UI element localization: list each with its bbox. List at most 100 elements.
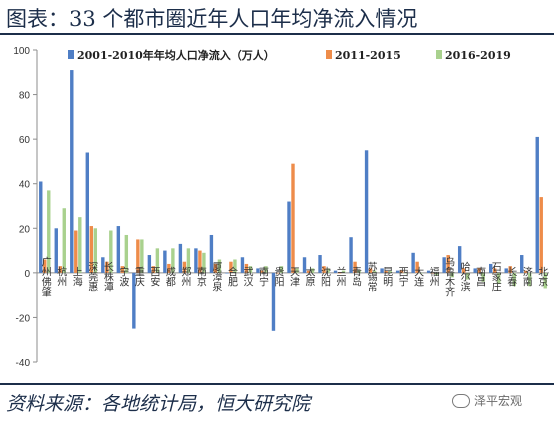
y-axis: -40 -20 0 20 40 60 80 100 xyxy=(13,46,549,369)
bar xyxy=(240,257,245,273)
y-tick-label: 0 xyxy=(24,269,30,280)
legend-swatch xyxy=(436,50,442,59)
svg-text:福州: 福州 xyxy=(427,266,439,287)
x-tick-label: 贵阳 xyxy=(272,266,284,287)
bar xyxy=(256,268,260,273)
bar xyxy=(442,257,446,273)
bar xyxy=(182,261,187,273)
legend-swatch xyxy=(326,50,332,59)
y-tick-label: 20 xyxy=(19,224,31,235)
bar xyxy=(229,261,233,273)
legend-label: 2001-2010年年均人口净流入（万人） xyxy=(77,48,275,62)
bar xyxy=(461,268,466,273)
x-tick-label: 合肥 xyxy=(225,266,237,288)
x-tick-label: 沈阳 xyxy=(319,266,331,287)
bar xyxy=(349,237,353,273)
x-tick-label: 西宁 xyxy=(396,267,408,287)
bar xyxy=(186,248,191,273)
x-tick-label: 昆明 xyxy=(381,267,393,288)
y-tick-label: 100 xyxy=(13,46,30,57)
bar xyxy=(302,257,307,273)
bar xyxy=(333,270,338,273)
bar xyxy=(62,208,66,273)
bar xyxy=(109,230,113,273)
footer-divider xyxy=(0,383,554,385)
bar xyxy=(411,252,415,273)
x-tick-label: 天津 xyxy=(288,267,300,288)
x-axis-labels: 广州佛肇 杭州 上海 深莞惠 长株潭 宁波 重庆 西安 成都 郑州 南京 厦漳泉 合肥 武汉 南宁 贵阳 天津太… xyxy=(39,256,547,298)
bar xyxy=(275,272,280,274)
legend-swatch xyxy=(68,50,74,59)
svg-text:合肥: 合肥 xyxy=(225,266,237,288)
bar xyxy=(430,272,435,274)
bar xyxy=(155,248,160,273)
x-tick-label: 南宁 xyxy=(256,266,268,287)
x-tick-label: 太原 xyxy=(303,266,315,287)
bar xyxy=(209,234,214,273)
y-tick-label: 60 xyxy=(19,135,31,146)
x-tick-label: 长春 xyxy=(505,267,517,288)
svg-text:乌鲁木齐: 乌鲁木齐 xyxy=(443,256,455,298)
bar xyxy=(372,270,377,273)
bar xyxy=(465,272,470,280)
bar xyxy=(426,270,431,273)
bar xyxy=(481,272,485,282)
bar xyxy=(337,272,342,274)
y-tick-label: 40 xyxy=(19,180,31,191)
svg-text:杭州: 杭州 xyxy=(55,266,67,287)
bar xyxy=(473,268,477,273)
svg-text:武汉: 武汉 xyxy=(241,266,253,288)
x-tick-label: 北京 xyxy=(536,267,548,288)
bar xyxy=(116,226,121,273)
svg-text:青岛: 青岛 xyxy=(350,266,362,288)
x-tick-label: 济南 xyxy=(520,266,532,287)
bar xyxy=(322,266,326,273)
bar xyxy=(101,257,105,273)
bar xyxy=(528,272,532,287)
svg-text:深莞惠: 深莞惠 xyxy=(86,262,98,292)
bar xyxy=(151,266,156,273)
chart-legend: 2001-2010年年均人口净流入（万人） 2011-2015 2016-2019 xyxy=(68,48,511,62)
bar xyxy=(341,270,346,273)
bar xyxy=(120,266,125,273)
x-tick-label: 重庆 xyxy=(132,266,144,288)
x-tick-label: 苏锡常 xyxy=(365,261,377,293)
svg-text:广州佛肇: 广州佛肇 xyxy=(39,257,51,298)
svg-text:厦漳泉: 厦漳泉 xyxy=(210,262,222,292)
y-tick-label: -40 xyxy=(16,358,31,369)
bar xyxy=(132,272,136,329)
bar xyxy=(357,270,361,273)
svg-text:西安: 西安 xyxy=(148,267,160,288)
x-tick-label: 哈尔滨 xyxy=(458,261,470,293)
x-tick-label: 厦漳泉 xyxy=(210,262,222,292)
svg-text:昆明: 昆明 xyxy=(381,267,393,288)
bar xyxy=(520,255,524,273)
x-tick-label: 乌鲁木齐 xyxy=(443,256,455,298)
bar xyxy=(493,268,497,273)
legend-label: 2011-2015 xyxy=(335,49,401,62)
bar xyxy=(446,255,450,273)
bar xyxy=(39,181,43,273)
bar xyxy=(380,268,384,273)
wechat-icon xyxy=(452,393,470,408)
bar xyxy=(508,266,512,273)
bar xyxy=(524,270,528,273)
bar xyxy=(353,261,357,273)
bar xyxy=(78,217,82,273)
x-tick-label: 南京 xyxy=(194,266,206,288)
bar xyxy=(233,259,237,273)
svg-text:南昌: 南昌 xyxy=(474,266,486,288)
bar xyxy=(225,272,229,274)
x-tick-label: 大连 xyxy=(412,266,424,288)
bar xyxy=(318,255,322,273)
bar xyxy=(512,272,516,287)
bar xyxy=(85,152,89,273)
svg-text:苏锡常: 苏锡常 xyxy=(365,261,377,293)
x-tick-label: 郑州 xyxy=(179,266,191,287)
svg-text:石家庄: 石家庄 xyxy=(489,262,501,293)
x-tick-label: 深莞惠 xyxy=(86,262,98,292)
bar xyxy=(43,259,47,273)
x-tick-label: 杭州 xyxy=(55,266,67,287)
x-tick-label: 广州佛肇 xyxy=(39,257,51,298)
bar xyxy=(124,234,129,273)
